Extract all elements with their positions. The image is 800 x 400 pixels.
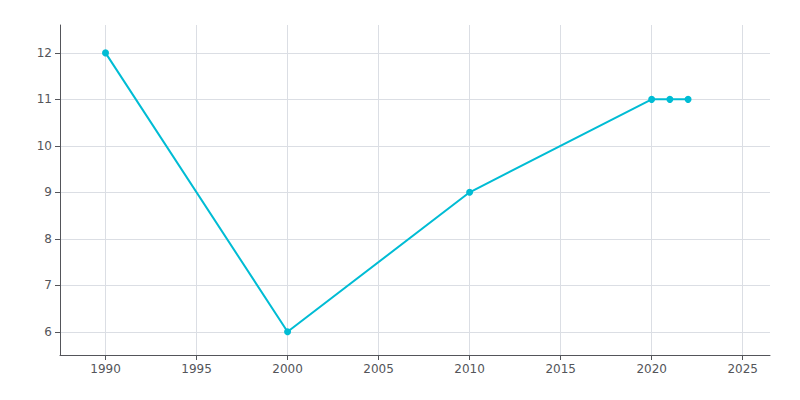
svg-text:6: 6 [44,325,52,339]
svg-text:2000: 2000 [272,362,303,376]
svg-text:1995: 1995 [181,362,212,376]
svg-text:7: 7 [44,278,52,292]
svg-text:2005: 2005 [363,362,394,376]
svg-text:2020: 2020 [636,362,667,376]
svg-text:9: 9 [44,185,52,199]
svg-text:12: 12 [37,46,52,60]
svg-text:2025: 2025 [727,362,758,376]
svg-text:11: 11 [37,92,52,106]
svg-text:2010: 2010 [454,362,485,376]
svg-text:2015: 2015 [545,362,576,376]
svg-text:10: 10 [37,139,52,153]
svg-text:1990: 1990 [90,362,121,376]
svg-text:8: 8 [44,232,52,246]
